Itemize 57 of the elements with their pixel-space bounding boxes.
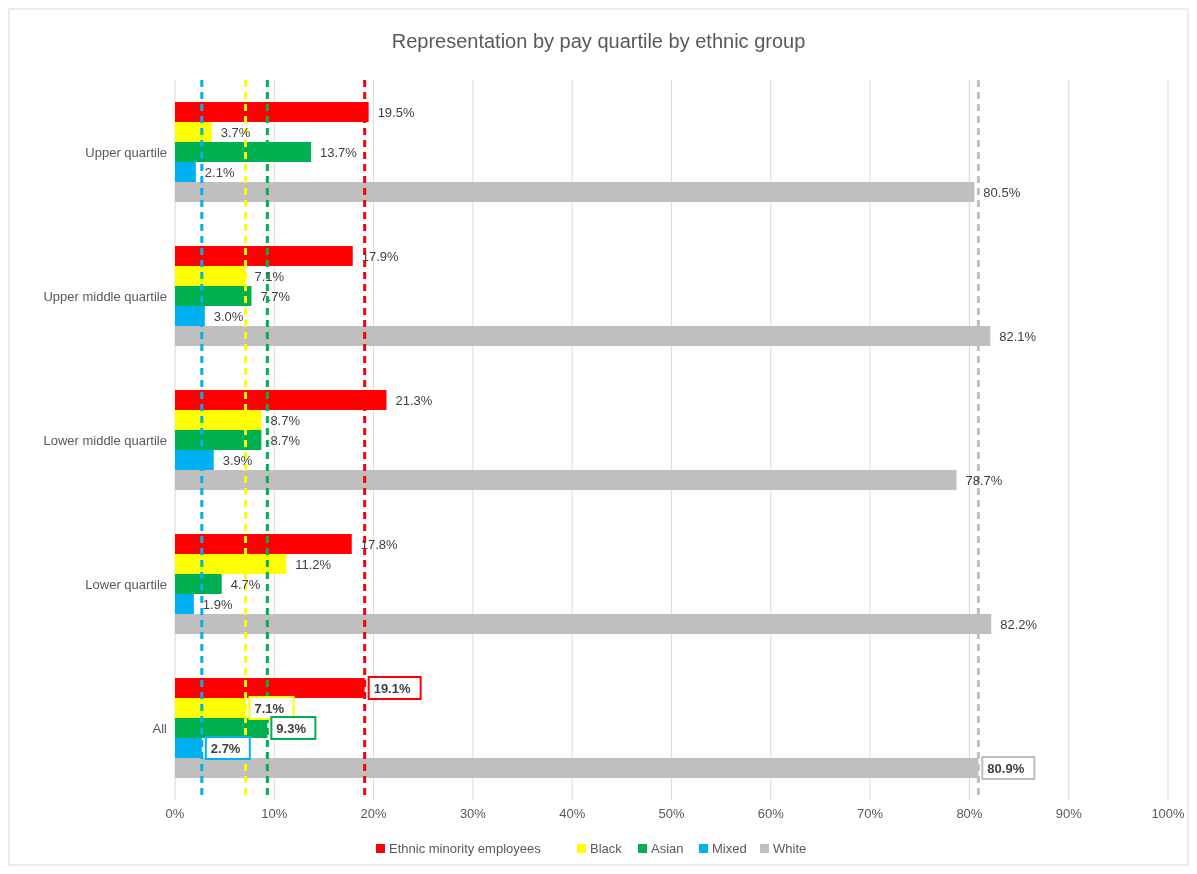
data-label: 8.7%: [270, 412, 301, 428]
legend-label: Ethnic minority employees: [389, 841, 542, 857]
x-tick-label: 20%: [360, 806, 388, 821]
data-label: 17.9%: [361, 248, 400, 264]
legend-label: Black: [590, 841, 623, 857]
data-label: 9.3%: [276, 720, 307, 736]
data-label: 8.7%: [270, 432, 301, 448]
data-label: 19.1%: [373, 680, 411, 696]
data-label: 3.0%: [213, 308, 244, 324]
data-label: 3.7%: [220, 124, 251, 140]
data-label: 80.9%: [987, 760, 1025, 776]
x-tick-label: 70%: [857, 806, 884, 821]
x-tick-label: 10%: [261, 806, 288, 821]
bar: [175, 574, 222, 594]
data-label: 7.7%: [260, 288, 291, 304]
x-tick-label: 40%: [559, 806, 586, 821]
x-tick-label: 30%: [459, 806, 487, 821]
y-tick-label: Upper quartile: [85, 144, 167, 160]
data-label: 11.2%: [295, 556, 332, 572]
x-tick-label: 60%: [757, 806, 785, 821]
data-label: 82.2%: [1000, 616, 1038, 632]
legend-label: White: [773, 841, 807, 857]
bar: [175, 286, 252, 306]
data-label: 13.7%: [320, 144, 358, 160]
data-label: 4.7%: [230, 576, 261, 592]
data-label: 2.1%: [204, 164, 235, 180]
x-tick-label: 80%: [956, 806, 983, 821]
data-label: 82.1%: [999, 328, 1037, 344]
data-label: 2.7%: [210, 740, 241, 756]
legend-label: Asian: [651, 841, 684, 857]
data-label: 78.7%: [965, 472, 1003, 488]
bar: [175, 122, 212, 142]
bar: [175, 430, 262, 450]
x-tick-label: 100%: [1151, 806, 1186, 821]
bar: [175, 162, 196, 182]
data-label: 21.3%: [395, 392, 433, 408]
chart-title: Representation by pay quartile by ethnic group: [391, 30, 806, 52]
y-tick-label: Lower quartile: [85, 576, 167, 592]
bar: [175, 534, 352, 554]
data-label: 80.5%: [983, 184, 1021, 200]
data-label: 3.9%: [222, 452, 253, 468]
y-tick-label: Upper middle quartile: [43, 288, 167, 304]
x-tick-label: 0%: [165, 806, 185, 821]
legend-label: Mixed: [712, 841, 747, 857]
x-tick-label: 90%: [1055, 806, 1083, 821]
bar: [175, 246, 353, 266]
bar: [175, 182, 975, 202]
x-tick-label: 50%: [658, 806, 685, 821]
data-label: 19.5%: [377, 104, 415, 120]
bar: [175, 594, 194, 614]
bar: [175, 470, 957, 490]
data-label: 17.8%: [360, 536, 399, 552]
y-tick-label: All: [152, 720, 168, 736]
data-label: 1.9%: [202, 596, 233, 612]
y-tick-label: Lower middle quartile: [43, 432, 167, 448]
data-label: 7.1%: [254, 268, 285, 284]
data-label: 7.1%: [254, 700, 285, 716]
